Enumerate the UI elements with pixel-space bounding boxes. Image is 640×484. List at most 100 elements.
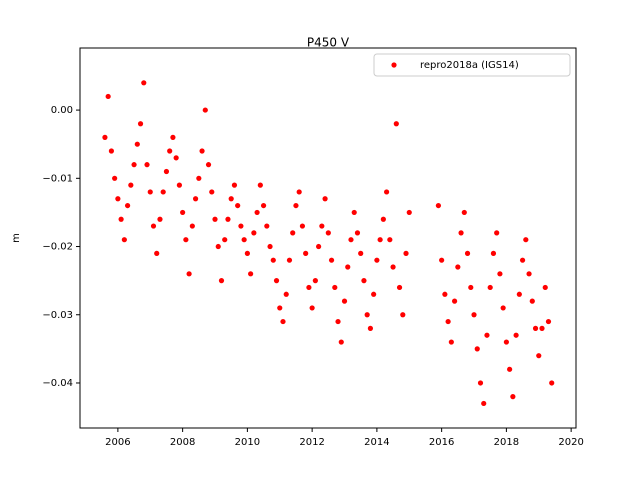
data-point xyxy=(170,134,176,140)
data-point xyxy=(390,264,396,270)
data-point xyxy=(403,250,409,256)
data-point xyxy=(102,134,108,140)
data-point xyxy=(445,318,451,325)
y-tick-label: −0.03 xyxy=(42,310,73,321)
data-point xyxy=(364,312,370,318)
data-point xyxy=(542,284,548,291)
data-point xyxy=(377,237,383,243)
data-point xyxy=(393,121,399,127)
data-point xyxy=(345,264,351,270)
x-tick-label: 2012 xyxy=(299,437,324,448)
x-tick-label: 2014 xyxy=(364,437,389,448)
data-point xyxy=(484,332,490,338)
data-point xyxy=(167,148,173,154)
data-point xyxy=(400,312,406,318)
x-tick-label: 2016 xyxy=(429,437,454,448)
data-point xyxy=(115,196,121,202)
data-point xyxy=(523,237,529,243)
data-point xyxy=(283,291,289,297)
data-point xyxy=(118,216,124,222)
data-point xyxy=(186,271,192,277)
data-point xyxy=(137,121,144,127)
data-point xyxy=(481,400,487,407)
data-point xyxy=(112,175,118,181)
data-point xyxy=(228,196,234,202)
data-point xyxy=(348,237,354,243)
data-point xyxy=(157,216,163,222)
data-point xyxy=(189,223,195,229)
data-point xyxy=(222,237,228,243)
data-point xyxy=(260,202,267,209)
data-point xyxy=(322,196,328,202)
data-point xyxy=(309,305,315,311)
data-point xyxy=(451,298,458,304)
chart-title: P450 V xyxy=(307,36,350,50)
data-point xyxy=(325,230,331,236)
data-point xyxy=(351,209,357,216)
data-point xyxy=(338,339,344,345)
data-point xyxy=(286,257,293,263)
data-point xyxy=(536,353,542,359)
data-point xyxy=(273,278,280,284)
data-point xyxy=(231,182,238,188)
data-point xyxy=(406,209,412,216)
data-point xyxy=(319,223,325,229)
data-point xyxy=(332,284,338,291)
data-point xyxy=(503,339,509,345)
data-point xyxy=(316,243,322,250)
data-point xyxy=(487,284,493,291)
data-point xyxy=(358,250,364,256)
data-point xyxy=(455,264,461,270)
data-point xyxy=(267,243,273,250)
data-point xyxy=(215,243,221,250)
data-point xyxy=(180,209,186,216)
legend-label: repro2018a (IGS14) xyxy=(420,60,519,71)
data-point xyxy=(248,271,254,277)
data-point xyxy=(477,380,484,386)
data-point xyxy=(384,189,390,195)
data-point xyxy=(257,182,263,188)
data-point xyxy=(202,107,208,113)
data-point xyxy=(134,141,140,147)
data-point xyxy=(500,305,506,311)
data-point xyxy=(290,230,296,236)
x-tick-label: 2018 xyxy=(494,437,519,448)
data-point xyxy=(251,230,257,236)
data-point xyxy=(510,394,516,400)
data-point xyxy=(328,257,335,263)
data-point xyxy=(371,291,377,297)
x-tick-label: 2010 xyxy=(235,437,260,448)
data-point xyxy=(280,318,286,325)
data-point xyxy=(474,346,480,352)
y-tick-label: −0.04 xyxy=(42,378,73,389)
data-point xyxy=(199,148,205,154)
data-point xyxy=(205,162,212,168)
data-point xyxy=(296,189,302,195)
data-point xyxy=(154,250,160,256)
data-point xyxy=(464,250,471,256)
data-point xyxy=(468,284,474,291)
data-point xyxy=(238,223,244,229)
data-point xyxy=(147,189,153,195)
data-point xyxy=(150,223,157,229)
data-point xyxy=(497,271,503,277)
data-point xyxy=(244,250,250,256)
data-point xyxy=(225,216,231,222)
x-tick-label: 2008 xyxy=(170,437,195,448)
data-point xyxy=(380,216,386,222)
y-tick-label: −0.02 xyxy=(42,242,73,253)
data-point xyxy=(439,257,445,263)
data-point xyxy=(173,155,179,161)
x-tick-label: 2006 xyxy=(105,437,130,448)
data-point xyxy=(490,250,497,256)
data-point xyxy=(529,298,535,304)
data-point xyxy=(526,271,532,277)
data-point xyxy=(367,325,374,331)
data-point xyxy=(374,257,380,263)
data-point xyxy=(131,162,137,168)
data-point xyxy=(387,237,393,243)
data-point xyxy=(361,278,367,284)
y-axis-label: m xyxy=(11,233,22,243)
data-point xyxy=(299,223,306,229)
data-point xyxy=(264,223,270,229)
